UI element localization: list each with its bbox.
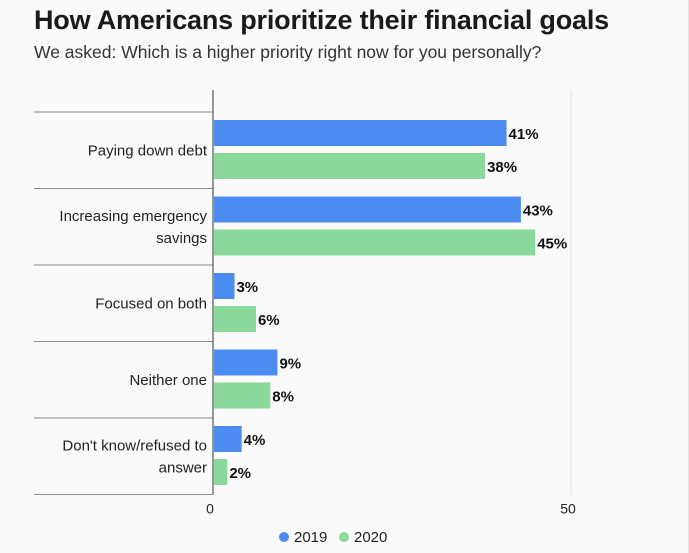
category-label-line: answer xyxy=(159,459,207,476)
legend-label-2019: 2019 xyxy=(294,529,327,546)
category-label-line: Neither one xyxy=(129,372,207,389)
data-label-2019: 9% xyxy=(279,356,301,373)
legend-marker-2020 xyxy=(339,532,349,542)
bar-2020 xyxy=(214,306,256,332)
data-label-2020: 6% xyxy=(258,312,280,329)
category-label: Don't know/refused to answer xyxy=(62,437,207,476)
category-label: Focused on both xyxy=(95,295,207,312)
data-label-2020: 8% xyxy=(272,389,294,406)
category-label: Increasing emergency savings xyxy=(59,208,207,247)
data-label-2019: 41% xyxy=(509,126,539,143)
legend-marker-2019 xyxy=(279,532,289,542)
chart-title: How Americans prioritize their financial… xyxy=(34,5,609,35)
data-label-2019: 3% xyxy=(236,279,258,296)
bar-2020 xyxy=(214,459,228,485)
chart-subtitle: We asked: Which is a higher priority rig… xyxy=(34,42,542,62)
bar-2020 xyxy=(214,153,486,179)
category-label-line: Paying down debt xyxy=(88,142,208,159)
legend-label-2020: 2020 xyxy=(354,529,387,546)
bar-2020 xyxy=(214,382,271,409)
bar-2020 xyxy=(214,229,536,256)
data-label-2020: 2% xyxy=(229,465,251,482)
bar-2019 xyxy=(214,349,278,376)
data-label-2019: 43% xyxy=(523,203,553,220)
data-label-2019: 4% xyxy=(244,432,266,449)
bar-2019 xyxy=(214,196,521,223)
category-label: Neither one xyxy=(129,372,207,389)
data-label-2020: 45% xyxy=(537,236,567,253)
category-label: Paying down debt xyxy=(88,142,208,159)
category-label-line: Don't know/refused to xyxy=(62,437,207,454)
category-label-line: savings xyxy=(156,230,207,247)
x-tick-label: 0 xyxy=(206,501,214,517)
bar-2019 xyxy=(214,426,242,452)
category-label-line: Increasing emergency xyxy=(59,208,207,225)
data-label-2020: 38% xyxy=(487,159,517,176)
category-label-line: Focused on both xyxy=(95,295,207,312)
bar-2019 xyxy=(214,120,507,146)
bar-2019 xyxy=(214,273,235,299)
x-tick-label: 50 xyxy=(560,501,576,517)
